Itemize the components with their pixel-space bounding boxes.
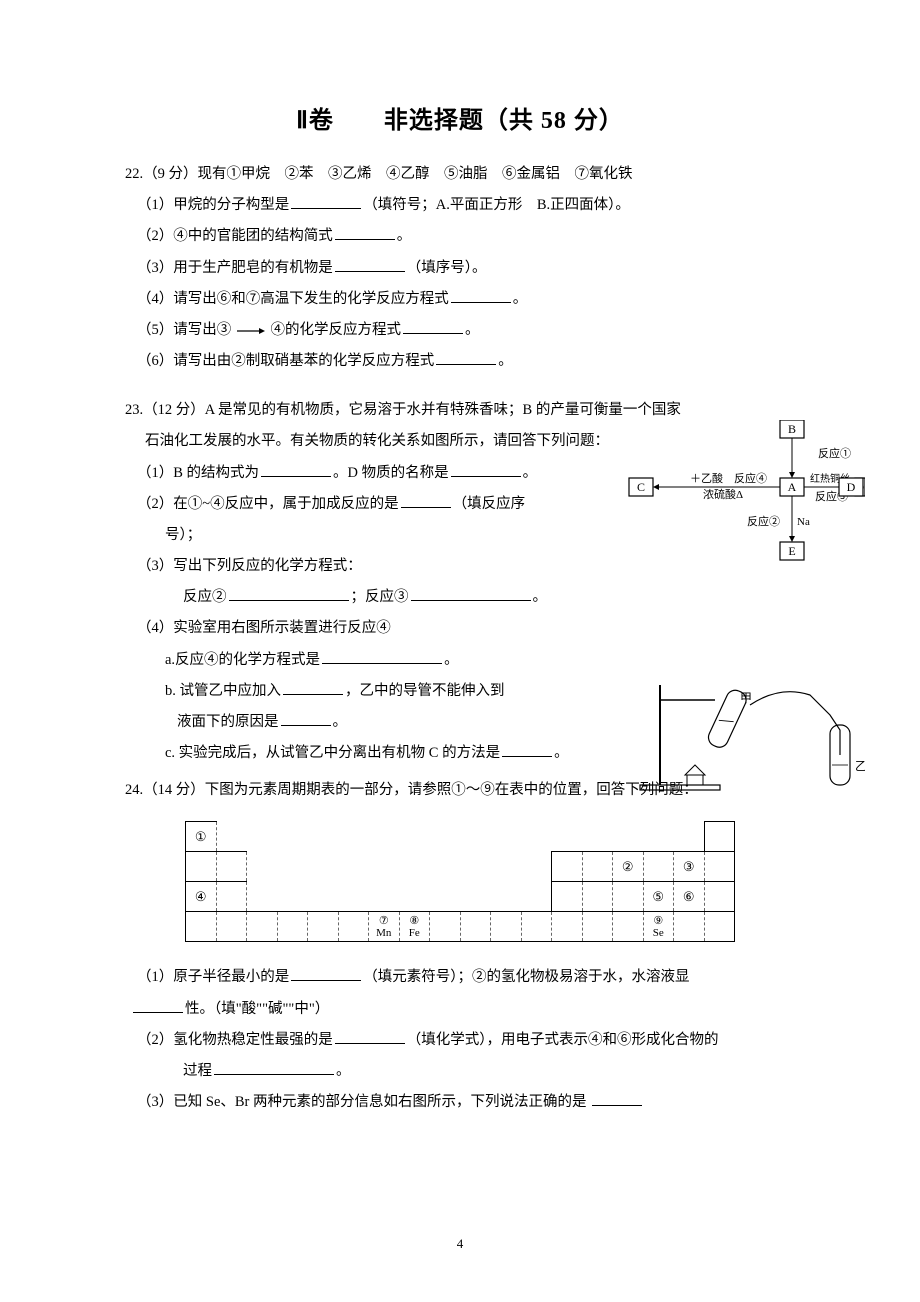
svg-text:E: E xyxy=(788,544,795,558)
periodic-table: ① ② ③ ④ ⑤ xyxy=(185,821,735,942)
q23-3r: 反应②；反应③。 xyxy=(125,582,795,613)
svg-text:甲: 甲 xyxy=(740,691,752,705)
q24-2a: （2）氢化物热稳定性最强的是（填化学式），用电子式表示④和⑥形成化合物的 xyxy=(125,1025,795,1056)
q22-2: （2）④中的官能团的结构简式。 xyxy=(125,221,795,252)
question-22: 22.（9 分）现有①甲烷 ②苯 ③乙烯 ④乙醇 ⑤油脂 ⑥金属铝 ⑦氧化铁 （… xyxy=(125,159,795,377)
q22-1: （1）甲烷的分子构型是（填符号；A.平面正方形 B.正四面体）。 xyxy=(125,190,795,221)
q22-intro: 22.（9 分）现有①甲烷 ②苯 ③乙烯 ④乙醇 ⑤油脂 ⑥金属铝 ⑦氧化铁 xyxy=(125,159,795,190)
question-24: 24.（14 分）下图为元素周期期表的一部分，请参照①～⑨在表中的位置，回答下列… xyxy=(125,775,795,1118)
q24-1a: （1）原子半径最小的是（填元素符号）；②的氢化物极易溶于水，水溶液显 xyxy=(125,962,795,993)
q23-4: （4）实验室用右图所示装置进行反应④ xyxy=(125,613,795,644)
page-number: 4 xyxy=(0,1236,920,1252)
q23-apparatus: 甲 乙 xyxy=(635,670,865,800)
svg-text:D: D xyxy=(847,480,856,494)
q24-3: （3）已知 Se、Br 两种元素的部分信息如右图所示，下列说法正确的是 xyxy=(125,1087,795,1118)
svg-text:反应①: 反应① xyxy=(818,446,851,460)
q23-flowchart: B 反应① A ＋乙酸 反应④ 浓硫酸Δ C 红热铜丝 反应③ D D 反应② … xyxy=(625,420,865,580)
svg-text:C: C xyxy=(637,480,645,494)
svg-text:浓硫酸Δ: 浓硫酸Δ xyxy=(703,487,743,501)
q24-2b: 过程。 xyxy=(125,1056,795,1087)
svg-text:反应②: 反应② xyxy=(747,514,780,528)
svg-text:＋乙酸 反应④: ＋乙酸 反应④ xyxy=(690,471,767,485)
svg-text:乙: 乙 xyxy=(855,759,865,773)
section-title: Ⅱ卷 非选择题（共 58 分） xyxy=(125,100,795,135)
arrow-icon xyxy=(237,326,265,336)
q22-6: （6）请写出由②制取硝基苯的化学反应方程式。 xyxy=(125,346,795,377)
q24-1b: 性。（填"酸""碱""中"） xyxy=(125,994,795,1025)
q22-5: （5）请写出③ ④的化学反应方程式。 xyxy=(125,315,795,346)
svg-text:B: B xyxy=(788,422,796,436)
q22-3: （3）用于生产肥皂的有机物是（填序号）。 xyxy=(125,253,795,284)
svg-text:Na: Na xyxy=(797,516,810,528)
q22-4: （4）请写出⑥和⑦高温下发生的化学反应方程式。 xyxy=(125,284,795,315)
svg-text:A: A xyxy=(788,480,797,494)
